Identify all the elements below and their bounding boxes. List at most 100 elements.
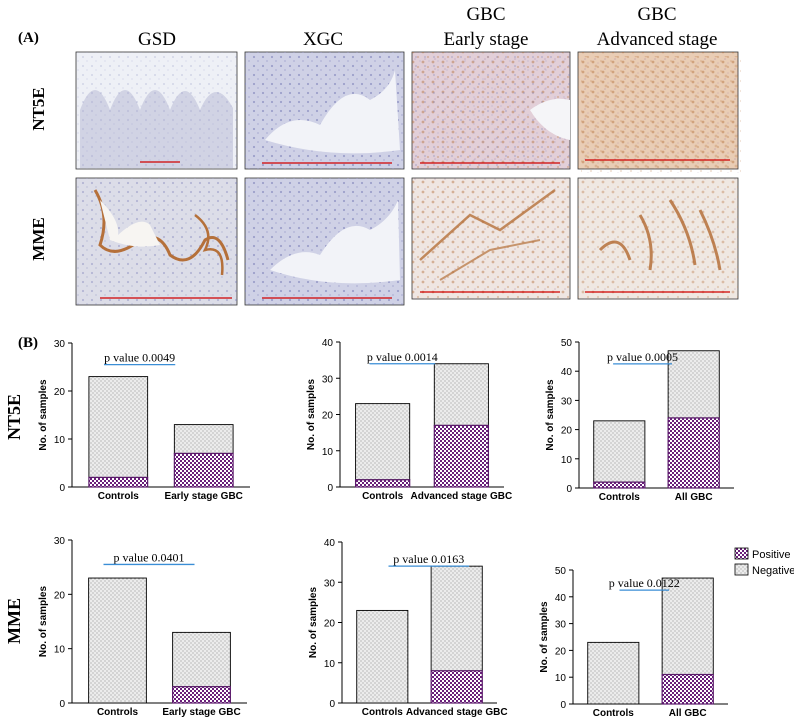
micrograph-mme-gbc-advanced: [577, 177, 739, 300]
y-tick-label: 20: [561, 426, 573, 437]
micrograph-nt5e-gbc-advanced: [577, 51, 741, 173]
y-tick-label: 40: [324, 538, 336, 549]
micrograph-nt5e-gbc-early: [411, 51, 571, 170]
y-tick-label: 10: [555, 673, 567, 684]
bar-positive-2: [433, 424, 490, 488]
y-tick-label: 40: [555, 593, 567, 604]
y-axis-label: No. of samples: [38, 586, 49, 658]
y-tick-label: 30: [54, 536, 66, 547]
y-tick-label: 10: [324, 659, 336, 670]
chart-1: 0 10 20 30 No. of samples Controls Early stage…: [38, 339, 250, 502]
micrograph-nt5e-xgc: [244, 51, 405, 170]
panel-b-label: (B): [18, 335, 38, 351]
y-tick-label: 30: [322, 374, 334, 385]
row-label-mme-b: MME: [4, 598, 24, 644]
row-label-nt5e-b: NT5E: [4, 394, 24, 440]
bar-negative-2: [667, 350, 720, 419]
y-tick-label: 10: [54, 645, 66, 656]
p-value-annotation: p value 0.0401: [114, 550, 185, 564]
y-tick-label: 30: [555, 620, 567, 631]
x-tick-label: Controls: [98, 491, 140, 502]
x-tick-label: Controls: [362, 707, 404, 718]
chart-6: 0 10 20 30 40 50 No. of samples Controls All GBC…: [539, 566, 728, 719]
x-tick-label: Advanced stage GBC: [411, 491, 513, 502]
y-tick-label: 20: [54, 590, 66, 601]
y-tick-label: 30: [561, 396, 573, 407]
bar-positive-2: [667, 417, 720, 489]
y-tick-label: 0: [59, 483, 65, 494]
row-label-mme-a: MME: [29, 217, 48, 260]
column-header-line1: GSD: [138, 29, 176, 50]
bar-negative-2: [173, 424, 234, 454]
y-tick-label: 20: [322, 411, 334, 422]
chart-4: 0 10 20 30 No. of samples Controls Early stage…: [38, 536, 247, 718]
panel-a-label: (A): [18, 30, 39, 46]
x-tick-label: Advanced stage GBC: [406, 707, 508, 718]
p-value-annotation: p value 0.0163: [393, 552, 464, 566]
x-tick-label: All GBC: [675, 492, 713, 503]
y-tick-label: 0: [59, 699, 65, 710]
y-axis-label: No. of samples: [38, 379, 49, 451]
bar-positive-2: [172, 686, 231, 704]
legend-negative-label: Negative: [752, 565, 794, 577]
bar-positive-1: [593, 481, 646, 489]
column-header-line2: Early stage: [444, 29, 529, 50]
legend-positive-swatch: [734, 547, 749, 560]
p-value-annotation: p value 0.0005: [607, 350, 678, 364]
legend: Positive Negative: [734, 547, 794, 577]
y-tick-label: 20: [324, 619, 336, 630]
p-value-annotation: p value 0.0014: [367, 350, 438, 364]
y-tick-label: 40: [322, 338, 334, 349]
x-tick-label: Controls: [97, 707, 139, 718]
micrograph-mme-xgc: [244, 177, 405, 306]
x-tick-label: Early stage GBC: [165, 491, 243, 502]
column-header-line2: Advanced stage: [597, 29, 718, 50]
bar-positive-2: [430, 670, 483, 704]
column-header-line1: GBC: [466, 4, 505, 25]
y-tick-label: 10: [322, 447, 334, 458]
y-tick-label: 30: [54, 339, 66, 350]
y-tick-label: 10: [561, 455, 573, 466]
bar-negative-2: [430, 565, 483, 672]
y-axis-label: No. of samples: [545, 379, 556, 451]
x-tick-label: Early stage GBC: [162, 707, 240, 718]
bar-positive-1: [88, 476, 149, 488]
bar-positive-2: [173, 452, 234, 488]
chart-3: 0 10 20 30 40 50 No. of samples Controls All GBC…: [545, 338, 734, 503]
chart-5: 0 10 20 30 40 No. of samples Controls Advanced …: [308, 538, 508, 718]
micrograph-mme-gsd: [75, 177, 238, 306]
micrograph-mme-gbc-early: [411, 177, 571, 300]
bar-negative-1: [355, 403, 411, 481]
x-tick-label: All GBC: [669, 708, 707, 719]
column-header-gsd: GSD: [138, 29, 176, 50]
bar-positive-1: [354, 479, 411, 488]
bar-negative-1: [587, 641, 640, 705]
y-tick-label: 0: [327, 483, 333, 494]
y-tick-label: 10: [54, 435, 66, 446]
y-tick-label: 0: [560, 700, 566, 711]
p-value-annotation: p value 0.0049: [104, 351, 175, 365]
legend-positive-label: Positive: [752, 549, 791, 561]
y-tick-label: 30: [324, 578, 336, 589]
bar-negative-2: [661, 577, 714, 675]
x-tick-label: Controls: [593, 708, 635, 719]
column-header-gbc-advanced: GBC Advanced stage: [597, 4, 718, 50]
y-tick-label: 0: [329, 699, 335, 710]
legend-negative-swatch: [734, 563, 749, 576]
p-value-annotation: p value 0.0122: [609, 576, 680, 590]
bar-negative-1: [356, 609, 409, 704]
column-header-xgc: XGC: [303, 29, 343, 50]
y-axis-label: No. of samples: [306, 379, 317, 451]
column-header-line1: GBC: [637, 4, 676, 25]
y-tick-label: 50: [561, 338, 573, 349]
x-tick-label: Controls: [362, 491, 404, 502]
y-tick-label: 40: [561, 367, 573, 378]
micrograph-nt5e-gsd: [75, 51, 238, 170]
x-tick-label: Controls: [599, 492, 641, 503]
y-tick-label: 20: [555, 646, 567, 657]
y-tick-label: 50: [555, 566, 567, 577]
bar-negative-2: [172, 631, 231, 688]
bar-negative-2: [433, 363, 489, 426]
column-header-line1: XGC: [303, 29, 343, 50]
